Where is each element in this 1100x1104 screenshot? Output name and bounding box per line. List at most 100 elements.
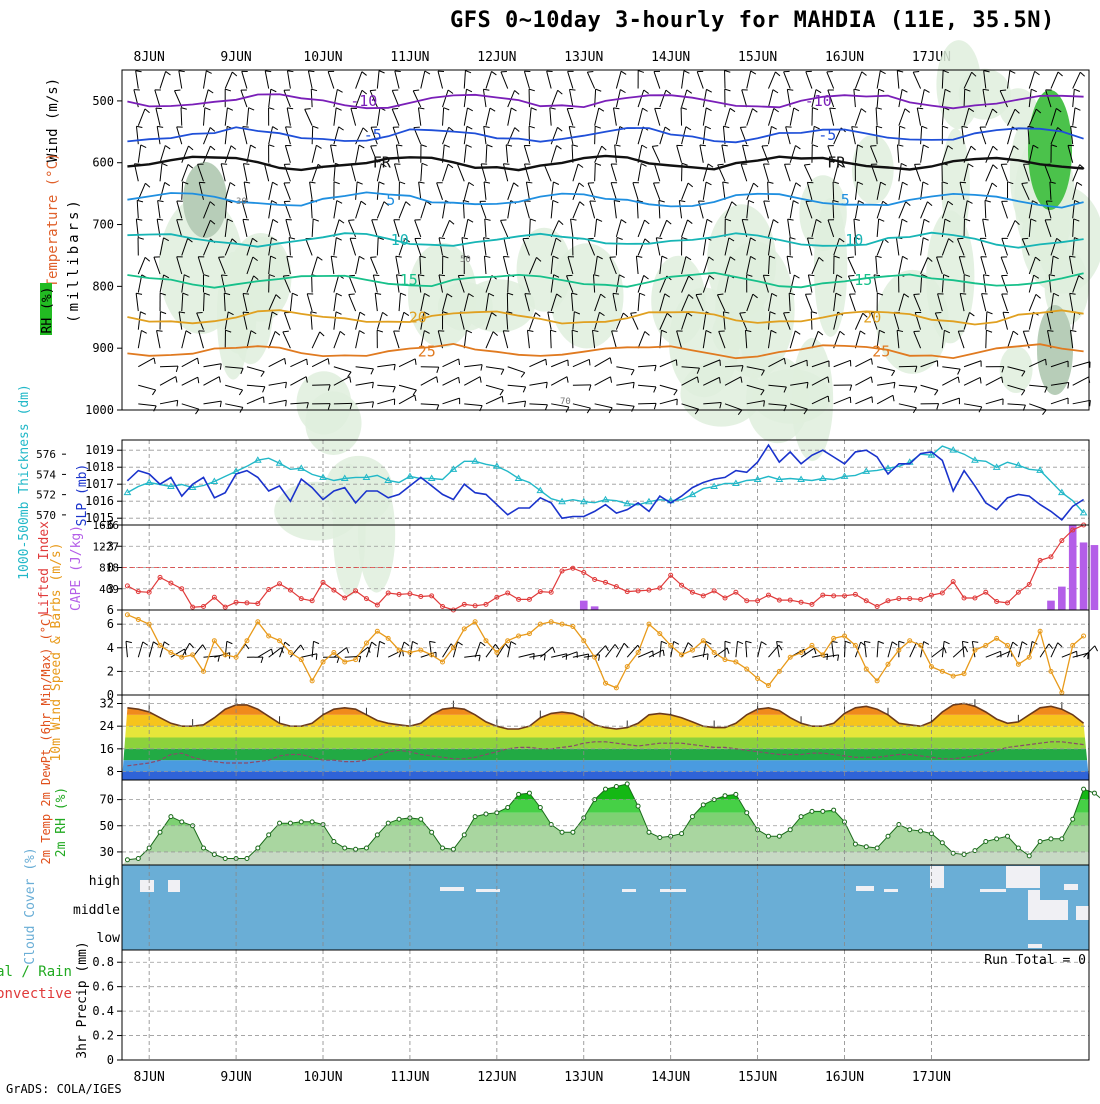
bottom-date-label: 9JUN — [220, 1070, 251, 1085]
wind-barb — [587, 71, 593, 72]
rh-band — [122, 852, 1089, 865]
surface-wind-barb — [649, 650, 663, 657]
surface-wind-barb — [832, 641, 834, 657]
wind-axis-label: Wind (m/s) — [45, 78, 61, 162]
rh-band — [122, 826, 1089, 852]
cape-bar — [591, 606, 599, 610]
surface-wind-barb — [1013, 642, 1018, 646]
wind-barb — [1022, 183, 1028, 184]
surface-wind-barb — [832, 641, 838, 642]
cloud-gap — [168, 880, 180, 892]
top-date-label: 9JUN — [220, 50, 251, 65]
pressure-tick-label: 600 — [92, 156, 114, 170]
rh-point — [212, 853, 216, 857]
rh-point — [701, 803, 705, 807]
pressure-tick-label: 500 — [92, 94, 114, 108]
rh-shade-area — [462, 279, 535, 332]
cape-tick-label: 409 — [99, 583, 119, 596]
surface-wind-barb — [544, 655, 545, 661]
rh-point — [517, 792, 521, 796]
slp-frame — [122, 440, 1089, 525]
wind-barb — [502, 396, 503, 402]
rh-point — [256, 846, 260, 850]
thickness-tick-label: 570 — [36, 509, 56, 522]
chart-title: GFS 0~10day 3-hourly for MAHDIA (11E, 35… — [450, 8, 1055, 33]
cloud-gap — [856, 886, 874, 891]
wind-barb — [439, 275, 445, 276]
wind-barb — [174, 90, 180, 91]
wind-barb — [656, 238, 662, 239]
surface-wind-barb — [1058, 643, 1062, 647]
top-date-label: 10JUN — [303, 50, 342, 65]
wind-barb — [283, 275, 289, 276]
rh-point — [875, 846, 879, 850]
surface-wind-barb — [877, 641, 878, 657]
thickness-line — [127, 446, 1083, 513]
surface-wind-barb — [1095, 646, 1098, 651]
surface-wind-barb — [892, 642, 897, 645]
cloud-gap — [660, 889, 686, 892]
rh-point — [169, 815, 173, 819]
surface-wind-barb — [663, 650, 664, 656]
surface-wind-barb — [316, 654, 317, 660]
rh-point — [832, 808, 836, 812]
wind-barb — [595, 163, 596, 181]
surface-wind-barb — [443, 644, 452, 658]
rh-point — [908, 828, 912, 832]
surface-wind-barb — [653, 651, 654, 657]
surface-wind-barb — [758, 642, 762, 658]
wind-barb — [1047, 331, 1053, 332]
isotherm-label: FR — [373, 154, 392, 172]
surface-wind-barb — [727, 648, 729, 654]
wind-barb — [808, 275, 814, 276]
rh-band — [122, 813, 1089, 826]
surface-wind-barb — [126, 641, 132, 642]
rh-point — [364, 846, 368, 850]
wind-barb — [312, 275, 313, 293]
surface-wind-barb — [737, 641, 742, 643]
rh-point — [1006, 834, 1010, 838]
bottom-date-label: 10JUN — [303, 1070, 342, 1085]
wind-barb — [501, 220, 507, 221]
rh-point — [1092, 791, 1096, 795]
run-total-label: Run Total = 0 — [984, 953, 1086, 968]
surface-wind-barb — [153, 642, 158, 645]
wind-barb — [935, 313, 941, 314]
surface-wind-barb — [674, 641, 679, 644]
precip-convective-label: Convective — [0, 986, 72, 1002]
rh-point — [441, 846, 445, 850]
isotherm-label: 15 — [854, 271, 872, 289]
rh-point — [419, 817, 423, 821]
surface-wind-barb — [261, 657, 263, 663]
rh-point — [690, 815, 694, 819]
wind-barb — [243, 294, 249, 295]
bottom-date-label: 16JUN — [825, 1070, 864, 1085]
precip-total-label: Total / Rain — [0, 964, 72, 980]
wind-barb — [203, 293, 204, 311]
surface-wind-barb — [164, 642, 169, 645]
surface-wind-barb — [661, 641, 667, 643]
surface-wind-barb — [404, 642, 409, 646]
rh-point — [201, 846, 205, 850]
rh-point — [527, 791, 531, 795]
temp2m-axis-label: 2m Temp 2m DewPt (6hr Min/Max) (°C) — [39, 612, 53, 865]
wind-barb — [811, 312, 812, 330]
rh-point — [604, 787, 608, 791]
rh-shade-area — [1000, 346, 1033, 393]
surface-wind-barb — [553, 647, 555, 653]
surface-wind-barb — [944, 647, 946, 653]
rh-point — [919, 829, 923, 833]
wind-barb — [287, 256, 293, 257]
rh-point — [375, 833, 379, 837]
rh-point — [1038, 839, 1042, 843]
wind-barb — [960, 182, 966, 183]
cape-tick-label: 818 — [99, 562, 119, 575]
isotherm-label: 25 — [872, 342, 890, 360]
wind-barb — [872, 397, 873, 403]
slp-tick-label: 1019 — [85, 443, 114, 457]
top-date-label: 8JUN — [134, 50, 165, 65]
bottom-date-label: 12JUN — [477, 1070, 516, 1085]
top-date-label: 14JUN — [651, 50, 690, 65]
precip-tick-label: 0.6 — [92, 980, 114, 994]
